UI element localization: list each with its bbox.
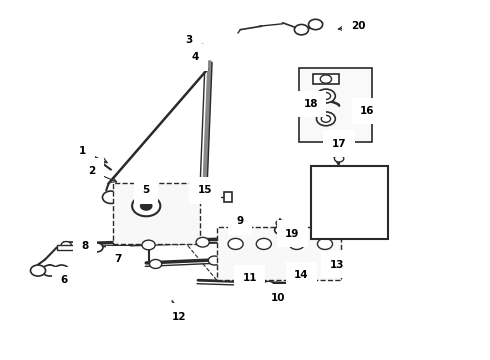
Bar <box>64 242 77 250</box>
Text: 9: 9 <box>237 216 244 226</box>
Text: 19: 19 <box>285 229 299 239</box>
Circle shape <box>276 220 285 226</box>
Bar <box>311 166 389 239</box>
Circle shape <box>267 253 279 262</box>
Circle shape <box>320 75 332 83</box>
Bar <box>313 74 339 84</box>
Circle shape <box>294 24 309 35</box>
Text: 4: 4 <box>192 52 199 62</box>
Bar <box>238 214 248 219</box>
Circle shape <box>289 238 304 249</box>
Text: 16: 16 <box>360 106 374 116</box>
Text: 15: 15 <box>198 185 212 195</box>
Circle shape <box>42 265 57 276</box>
Text: 6: 6 <box>60 275 68 285</box>
Text: 10: 10 <box>270 293 285 302</box>
Circle shape <box>256 238 271 249</box>
Circle shape <box>317 112 335 126</box>
Text: 7: 7 <box>114 255 122 265</box>
Circle shape <box>91 243 103 252</box>
Bar <box>224 192 232 202</box>
Circle shape <box>267 233 280 243</box>
Text: 14: 14 <box>294 270 309 280</box>
Circle shape <box>317 89 335 103</box>
Bar <box>217 227 342 280</box>
Circle shape <box>237 213 249 222</box>
Circle shape <box>30 265 46 276</box>
Circle shape <box>142 240 155 250</box>
Text: 5: 5 <box>143 185 150 195</box>
Text: 11: 11 <box>243 274 257 283</box>
Bar <box>299 68 372 142</box>
Circle shape <box>309 19 322 30</box>
Circle shape <box>321 115 331 122</box>
Circle shape <box>132 195 160 216</box>
Text: 2: 2 <box>89 166 96 176</box>
Circle shape <box>263 281 274 289</box>
Text: 12: 12 <box>172 311 186 321</box>
Text: 3: 3 <box>185 35 192 45</box>
Circle shape <box>334 155 344 162</box>
Circle shape <box>318 238 333 249</box>
Bar <box>113 184 200 244</box>
Bar <box>165 307 184 314</box>
Circle shape <box>228 238 243 249</box>
Circle shape <box>61 242 72 249</box>
Text: 8: 8 <box>81 241 89 251</box>
Text: 20: 20 <box>351 21 365 31</box>
Circle shape <box>208 256 220 265</box>
Text: 18: 18 <box>304 99 318 109</box>
Circle shape <box>274 226 286 234</box>
Circle shape <box>321 93 331 99</box>
Circle shape <box>74 241 87 251</box>
Circle shape <box>149 260 162 269</box>
Bar <box>57 245 83 250</box>
Circle shape <box>141 202 152 210</box>
Circle shape <box>54 265 69 276</box>
Circle shape <box>196 237 209 247</box>
Text: 17: 17 <box>332 139 346 149</box>
Circle shape <box>235 280 246 288</box>
Text: 13: 13 <box>329 260 344 270</box>
Circle shape <box>102 191 120 203</box>
Text: 1: 1 <box>79 146 86 156</box>
